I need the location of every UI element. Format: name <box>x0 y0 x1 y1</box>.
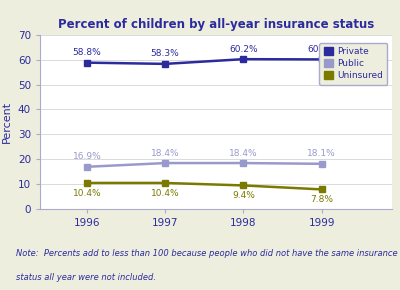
Text: status all year were not included.: status all year were not included. <box>16 273 156 282</box>
Text: 10.4%: 10.4% <box>151 188 180 197</box>
Line: Uninsured: Uninsured <box>84 180 324 192</box>
Text: 7.8%: 7.8% <box>310 195 333 204</box>
Text: 58.3%: 58.3% <box>151 49 180 58</box>
Text: 18.1%: 18.1% <box>307 149 336 158</box>
Public <box>319 162 324 166</box>
Private <box>163 62 168 66</box>
Legend: Private, Public, Uninsured: Private, Public, Uninsured <box>319 43 388 85</box>
Private <box>319 58 324 61</box>
Text: 18.4%: 18.4% <box>229 148 258 157</box>
Text: 16.9%: 16.9% <box>72 152 101 161</box>
Line: Public: Public <box>84 160 324 170</box>
Text: 9.4%: 9.4% <box>232 191 255 200</box>
Y-axis label: Percent: Percent <box>2 101 12 143</box>
Uninsured <box>241 184 246 187</box>
Public <box>84 165 89 168</box>
Title: Percent of children by all-year insurance status: Percent of children by all-year insuranc… <box>58 18 374 31</box>
Uninsured <box>319 188 324 191</box>
Private <box>84 61 89 64</box>
Text: 58.8%: 58.8% <box>72 48 101 57</box>
Uninsured <box>163 181 168 185</box>
Private <box>241 57 246 61</box>
Text: 60.2%: 60.2% <box>229 45 258 54</box>
Text: 60.1%: 60.1% <box>307 45 336 54</box>
Uninsured <box>84 181 89 185</box>
Public <box>241 161 246 165</box>
Text: Note:  Percents add to less than 100 because people who did not have the same in: Note: Percents add to less than 100 beca… <box>16 249 398 258</box>
Public <box>163 161 168 165</box>
Text: 10.4%: 10.4% <box>73 188 101 197</box>
Text: 18.4%: 18.4% <box>151 148 180 157</box>
Line: Private: Private <box>84 56 324 67</box>
